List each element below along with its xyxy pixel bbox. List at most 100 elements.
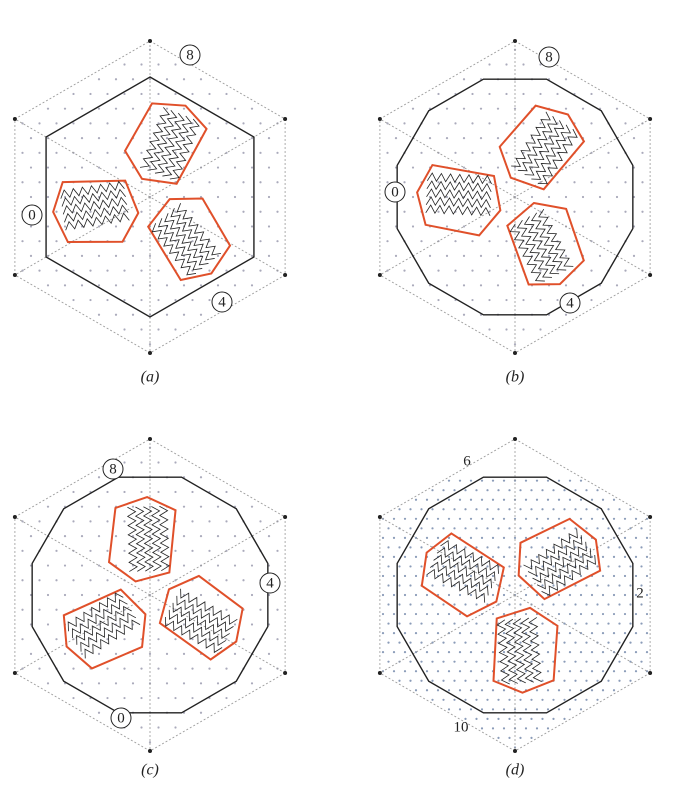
lattice-dot <box>503 480 505 482</box>
lattice-dot <box>574 527 576 529</box>
lattice-dot <box>475 680 477 682</box>
marker-label: 10 <box>454 719 469 735</box>
lattice-dot <box>234 594 236 596</box>
panel: 804(b) <box>378 39 652 386</box>
lattice-dot <box>217 108 219 110</box>
lattice-dot <box>591 670 593 672</box>
lattice-dot <box>89 122 91 124</box>
lattice-dot <box>191 697 193 699</box>
lattice-dot <box>140 181 142 183</box>
lattice-dot <box>395 137 397 139</box>
lattice-dot <box>251 594 253 596</box>
lattice-dot <box>629 508 631 510</box>
lattice-dot <box>217 137 219 139</box>
lattice-dot <box>602 632 604 634</box>
lattice-dot <box>602 575 604 577</box>
lattice-dot <box>453 642 455 644</box>
lattice-dot <box>415 594 417 596</box>
lattice-dot <box>536 632 538 634</box>
lattice-dot <box>30 653 32 655</box>
lattice-dot <box>624 537 626 539</box>
vertex <box>513 39 517 43</box>
lattice-dot <box>259 122 261 124</box>
lattice-dot <box>21 550 23 552</box>
lattice-dot <box>492 727 494 729</box>
lattice-dot <box>508 527 510 529</box>
lattice-dot <box>519 584 521 586</box>
lattice-dot <box>404 632 406 634</box>
lattice-dot <box>157 461 159 463</box>
lattice-dot <box>454 270 456 272</box>
lattice-dot <box>420 661 422 663</box>
lattice-dot <box>624 270 626 272</box>
lattice-dot <box>398 642 400 644</box>
lattice-dot <box>437 181 439 183</box>
backbone-trace <box>532 213 567 270</box>
lattice-dot <box>234 166 236 168</box>
lattice-dot <box>140 152 142 154</box>
lattice-dot <box>541 642 543 644</box>
lattice-dot <box>486 680 488 682</box>
lattice-dot <box>157 579 159 581</box>
lattice-dot <box>149 343 151 345</box>
lattice-dot <box>525 708 527 710</box>
lattice-dot <box>497 527 499 529</box>
lattice-dot <box>242 152 244 154</box>
lattice-dot <box>64 137 66 139</box>
lattice-dot <box>624 518 626 520</box>
lattice-dot <box>536 537 538 539</box>
lattice-dot <box>21 181 23 183</box>
lattice-dot <box>200 682 202 684</box>
lattice-dot <box>580 499 582 501</box>
lattice-dot <box>191 211 193 213</box>
lattice-dot <box>536 499 538 501</box>
lattice-dot <box>387 565 389 567</box>
lattice-dot <box>140 299 142 301</box>
lattice-dot <box>200 108 202 110</box>
lattice-dot <box>470 632 472 634</box>
lattice-dot <box>259 240 261 242</box>
lattice-dot <box>459 480 461 482</box>
lattice-dot <box>30 196 32 198</box>
lattice-dot <box>607 584 609 586</box>
lattice-dot <box>55 181 57 183</box>
lattice-dot <box>492 480 494 482</box>
backbone-trace <box>148 110 177 170</box>
lattice-dot <box>530 489 532 491</box>
lattice-dot <box>174 299 176 301</box>
lattice-dot <box>276 240 278 242</box>
lattice-dot <box>183 108 185 110</box>
lattice-dot <box>276 550 278 552</box>
lattice-dot <box>106 152 108 154</box>
lattice-dot <box>481 518 483 520</box>
lattice-dot <box>242 638 244 640</box>
lattice-dot <box>486 546 488 548</box>
lattice-dot <box>596 527 598 529</box>
lattice-dot <box>488 328 490 330</box>
lattice-dot <box>552 508 554 510</box>
lattice-dot <box>106 668 108 670</box>
lattice-dot <box>580 708 582 710</box>
lattice-dot <box>426 632 428 634</box>
lattice-dot <box>454 240 456 242</box>
lattice-dot <box>556 211 558 213</box>
lattice-dot <box>89 520 91 522</box>
lattice-dot <box>431 527 433 529</box>
lattice-dot <box>503 727 505 729</box>
lattice-dot <box>453 489 455 491</box>
lattice-dot <box>166 78 168 80</box>
lattice-dot <box>497 661 499 663</box>
lattice-dot <box>72 299 74 301</box>
lattice-dot <box>503 575 505 577</box>
lattice-dot <box>123 550 125 552</box>
lattice-dot <box>563 661 565 663</box>
lattice-dot <box>525 480 527 482</box>
lattice-dot <box>488 240 490 242</box>
lattice-dot <box>242 240 244 242</box>
lattice-dot <box>480 284 482 286</box>
lattice-dot <box>531 196 533 198</box>
lattice-dot <box>565 78 567 80</box>
lattice-dot <box>475 603 477 605</box>
lattice-dot <box>580 670 582 672</box>
lattice-dot <box>508 489 510 491</box>
